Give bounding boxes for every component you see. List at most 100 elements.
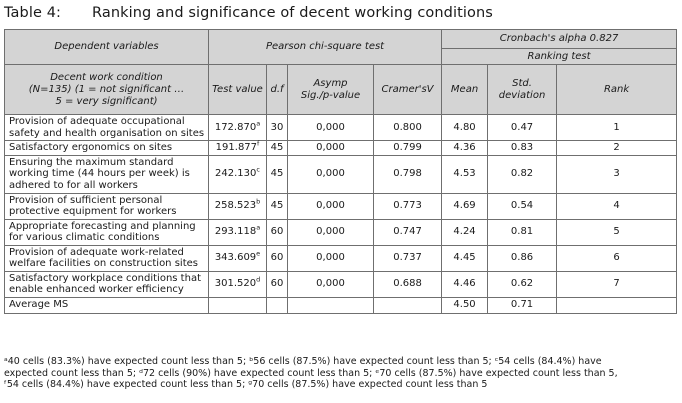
- df-cell: 60: [266, 270, 288, 298]
- std-cell: 0.82: [487, 154, 558, 194]
- condition-cell: Provision of adequate work-related welfa…: [4, 244, 209, 272]
- header-cronbach: Cronbach's alpha 0.827: [441, 29, 678, 49]
- table-row: Satisfactory workplace conditions that e…: [4, 270, 678, 298]
- empty-cell: [556, 296, 678, 314]
- cramers-cell: 0.799: [372, 140, 443, 156]
- footnotes: ᵃ40 cells (83.3%) have expected count le…: [4, 356, 680, 391]
- table-row: Satisfactory ergonomics on sites 191.877…: [4, 140, 678, 156]
- rank-cell: 1: [556, 114, 678, 141]
- table-row: Provision of adequate occupational safet…: [4, 114, 678, 141]
- test-value-cell: 293.118a: [208, 218, 267, 246]
- test-value-cell: 343.609e: [208, 244, 267, 272]
- rank-cell: 4: [556, 192, 678, 220]
- header-decent-work-line3: 5 = very significant): [55, 95, 158, 107]
- test-value-cell: 242.130c: [208, 154, 267, 194]
- header-asymp-line2: Sig./p-value: [300, 89, 361, 101]
- header-cramers-v: Cramer'sV: [372, 64, 443, 115]
- mean-cell: 4.46: [441, 270, 489, 298]
- ranking-table: Dependent variables Pearson chi-square t…: [4, 29, 678, 314]
- df-cell: 45: [266, 140, 288, 156]
- df-cell: 30: [266, 114, 288, 141]
- mean-cell: 4.80: [441, 114, 489, 141]
- test-value-cell: 191.877f: [208, 140, 267, 156]
- std-cell: 0.47: [487, 114, 558, 141]
- p-value-cell: 0,000: [287, 244, 374, 272]
- empty-cell: [208, 296, 267, 314]
- empty-cell: [266, 296, 288, 314]
- header-asymp-line1: Asymp: [313, 77, 348, 89]
- table-number: Table 4:: [4, 5, 62, 21]
- std-cell: 0.83: [487, 140, 558, 156]
- p-value-cell: 0,000: [287, 154, 374, 194]
- condition-cell: Satisfactory ergonomics on sites: [4, 140, 209, 156]
- cramers-cell: 0.773: [372, 192, 443, 220]
- average-row: Average MS 4.50 0.71: [4, 296, 678, 314]
- table-row: Provision of adequate work-related welfa…: [4, 244, 678, 272]
- table-caption: Table 4: Ranking and significance of dece…: [4, 5, 493, 21]
- p-value-cell: 0,000: [287, 270, 374, 298]
- average-std: 0.71: [487, 296, 558, 314]
- rank-cell: 7: [556, 270, 678, 298]
- condition-cell: Appropriate forecasting and planning for…: [4, 218, 209, 246]
- rank-cell: 5: [556, 218, 678, 246]
- condition-cell: Ensuring the maximum standard working ti…: [4, 154, 209, 194]
- cramers-cell: 0.688: [372, 270, 443, 298]
- header-test-value: Test value: [208, 64, 267, 115]
- p-value-cell: 0,000: [287, 114, 374, 141]
- p-value-cell: 0,000: [287, 192, 374, 220]
- average-mean: 4.50: [441, 296, 489, 314]
- footnote-line: expected count less than 5; ᵈ72 cells (9…: [4, 367, 618, 379]
- header-df: d.f: [266, 64, 288, 115]
- df-cell: 60: [266, 218, 288, 246]
- table-row: Appropriate forecasting and planning for…: [4, 218, 678, 246]
- test-value-cell: 258.523b: [208, 192, 267, 220]
- df-cell: 60: [266, 244, 288, 272]
- condition-cell: Satisfactory workplace conditions that e…: [4, 270, 209, 298]
- cramers-cell: 0.800: [372, 114, 443, 141]
- table-row: Ensuring the maximum standard working ti…: [4, 154, 678, 194]
- empty-cell: [287, 296, 374, 314]
- table-title: Ranking and significance of decent worki…: [92, 5, 493, 21]
- header-std-line1: Std.: [512, 77, 532, 89]
- std-cell: 0.54: [487, 192, 558, 220]
- p-value-cell: 0,000: [287, 218, 374, 246]
- mean-cell: 4.69: [441, 192, 489, 220]
- condition-cell: Provision of sufficient personal protect…: [4, 192, 209, 220]
- rank-cell: 6: [556, 244, 678, 272]
- rank-cell: 3: [556, 154, 678, 194]
- header-mean: Mean: [441, 64, 489, 115]
- mean-cell: 4.36: [441, 140, 489, 156]
- header-pearson: Pearson chi-square test: [207, 29, 443, 65]
- condition-cell: Provision of adequate occupational safet…: [4, 114, 209, 141]
- std-cell: 0.62: [487, 270, 558, 298]
- footnote-line: ᶠ54 cells (84.4%) have expected count le…: [4, 379, 488, 391]
- empty-cell: [372, 296, 443, 314]
- header-std-line2: deviation: [498, 89, 546, 101]
- header-dependent-variables: Dependent variables: [4, 29, 209, 65]
- df-cell: 45: [266, 154, 288, 194]
- cramers-cell: 0.737: [372, 244, 443, 272]
- rank-cell: 2: [556, 140, 678, 156]
- average-label: Average MS: [4, 296, 209, 314]
- mean-cell: 4.53: [441, 154, 489, 194]
- test-value-cell: 301.520d: [208, 270, 267, 298]
- footnote-line: ᵃ40 cells (83.3%) have expected count le…: [4, 356, 602, 367]
- header-std-deviation: Std. deviation: [487, 64, 558, 115]
- header-asymp-sig: Asymp Sig./p-value: [287, 64, 374, 115]
- df-cell: 45: [266, 192, 288, 220]
- cramers-cell: 0.798: [372, 154, 443, 194]
- p-value-cell: 0,000: [287, 140, 374, 156]
- mean-cell: 4.45: [441, 244, 489, 272]
- test-value-cell: 172.870a: [208, 114, 267, 141]
- header-ranking-test: Ranking test: [441, 48, 678, 65]
- mean-cell: 4.24: [441, 218, 489, 246]
- header-rank: Rank: [556, 64, 678, 115]
- table-row: Provision of sufficient personal protect…: [4, 192, 678, 220]
- std-cell: 0.81: [487, 218, 558, 246]
- std-cell: 0.86: [487, 244, 558, 272]
- cramers-cell: 0.747: [372, 218, 443, 246]
- header-decent-work-condition: Decent work condition (N=135) (1 = not s…: [4, 64, 209, 115]
- header-decent-work-line2: (N=135) (1 = not significant …: [28, 83, 185, 95]
- header-decent-work-line1: Decent work condition: [50, 71, 163, 83]
